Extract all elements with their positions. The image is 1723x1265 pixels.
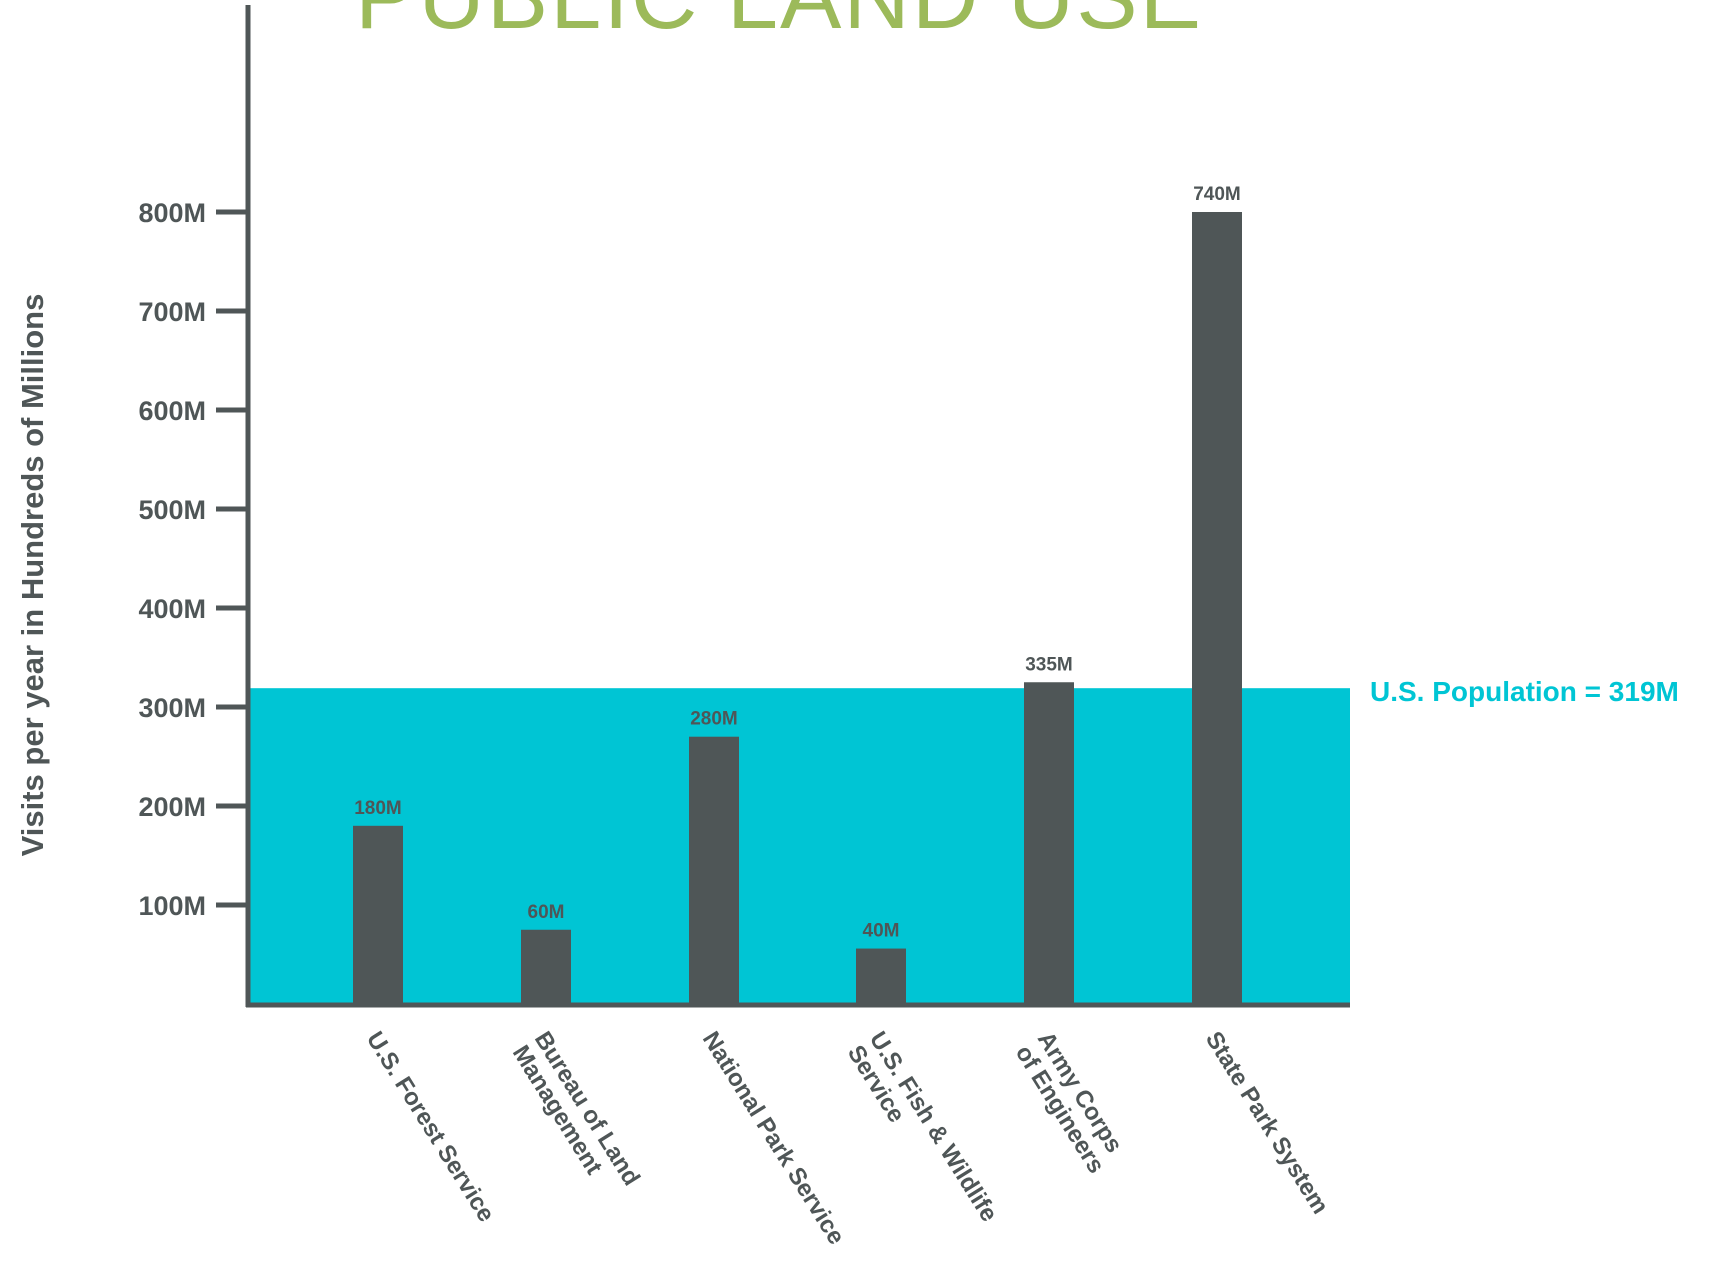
bar-5 — [1192, 212, 1242, 1004]
category-label-1: Bureau of LandManagement — [507, 1027, 645, 1204]
y-tick-label-0: 100M — [138, 891, 206, 921]
y-tick-label-2: 300M — [138, 693, 206, 723]
y-tick-label-7: 800M — [138, 198, 206, 228]
y-axis-label: Visits per year in Hundreds of Millions — [15, 294, 50, 857]
chart-title: PUBLIC LAND USE — [355, 0, 1203, 48]
bar-2 — [689, 736, 739, 1004]
category-label-line: U.S. Fish & Wildlife — [864, 1027, 1003, 1227]
bar-value-label-1: 60M — [528, 902, 565, 923]
category-label-3: U.S. Fish & WildlifeService — [842, 1027, 1003, 1240]
y-tick-label-4: 500M — [138, 495, 206, 525]
category-label-line: National Park Service — [697, 1027, 850, 1249]
axes-layer — [245, 5, 1350, 1008]
bar-value-label-2: 280M — [690, 709, 738, 730]
y-tick-label-6: 700M — [138, 297, 206, 327]
y-tick-label-3: 400M — [138, 594, 206, 624]
population-band — [248, 688, 1350, 1004]
y-ticks: 100M 200M 300M 400M 500M 600M 700M 800M — [138, 198, 248, 921]
y-tick-label-5: 600M — [138, 396, 206, 426]
category-label-5: State Park System — [1200, 1027, 1334, 1219]
category-label-4: Army Corpsof Engineers — [1010, 1027, 1132, 1178]
bar-0 — [353, 825, 403, 1004]
bar-4 — [1024, 682, 1074, 1004]
bar-value-label-0: 180M — [354, 798, 402, 819]
category-label-2: National Park Service — [697, 1027, 850, 1249]
bar-3 — [856, 948, 906, 1004]
category-label-line: U.S. Forest Service — [361, 1027, 500, 1227]
y-tick-label-1: 200M — [138, 792, 206, 822]
bars-layer: 180M 60M 280M 40M 335M 740M — [353, 184, 1242, 1004]
bar-value-label-4: 335M — [1025, 654, 1073, 675]
bar-value-label-5: 740M — [1193, 184, 1241, 205]
bar-value-label-3: 40M — [863, 921, 900, 942]
population-band-label: U.S. Population = 319M — [1370, 676, 1679, 707]
category-labels: U.S. Forest Service Bureau of LandManagem… — [361, 1027, 1334, 1249]
category-label-line: State Park System — [1200, 1027, 1334, 1219]
category-label-0: U.S. Forest Service — [361, 1027, 500, 1227]
bar-1 — [521, 929, 571, 1004]
